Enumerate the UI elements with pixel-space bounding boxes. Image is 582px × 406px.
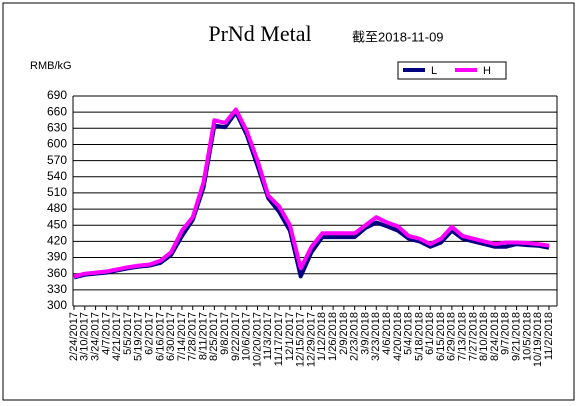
- chart-title: PrNd Metal: [208, 21, 311, 46]
- x-tick-label: 3/9/2018: [359, 312, 371, 355]
- x-tick-label: 4/20/2018: [392, 312, 404, 361]
- x-tick-label: 4/6/2018: [381, 312, 393, 355]
- x-tick-label: 6/29/2018: [446, 312, 458, 361]
- y-tick-label: 420: [47, 234, 67, 248]
- y-axis-label: RMB/kG: [30, 60, 72, 72]
- x-tick-label: 5/4/2018: [403, 312, 415, 355]
- x-tick-label: 8/11/2017: [197, 312, 209, 360]
- x-tick-label: 5/5/2017: [122, 312, 134, 355]
- y-tick-label: 480: [47, 201, 67, 215]
- y-tick-label: 390: [47, 250, 67, 264]
- y-tick-label: 600: [47, 137, 67, 151]
- x-tick-label: 12/29/2017: [305, 312, 317, 367]
- x-tick-label: 7/13/2018: [457, 312, 469, 361]
- x-tick-label: 12/15/2017: [295, 312, 307, 367]
- x-tick-label: 1/12/2018: [316, 312, 328, 361]
- y-tick-label: 630: [47, 120, 67, 134]
- y-tick-label: 300: [47, 298, 67, 312]
- chart-subtitle: 截至2018-11-09: [352, 29, 444, 44]
- x-tick-label: 9/7/2018: [500, 312, 512, 355]
- x-tick-label: 6/30/2017: [165, 312, 177, 361]
- y-tick-label: 330: [47, 282, 67, 296]
- x-tick-label: 10/5/2018: [521, 312, 533, 361]
- x-tick-label: 1/26/2018: [327, 312, 339, 361]
- y-tick-label: 450: [47, 217, 67, 231]
- x-tick-label: 10/6/2017: [241, 312, 253, 361]
- x-tick-label: 8/25/2017: [208, 312, 220, 361]
- x-tick-label: 8/10/2018: [478, 312, 490, 361]
- y-tick-label: 360: [47, 266, 67, 280]
- series-line: [73, 107, 550, 279]
- x-tick-label: 9/22/2017: [230, 312, 242, 361]
- legend-label: L: [431, 65, 437, 77]
- x-tick-label: 6/15/2018: [435, 312, 447, 361]
- x-tick-label: 7/27/2018: [467, 312, 479, 361]
- x-tick-label: 10/20/2017: [251, 312, 263, 367]
- x-tick-label: 10/19/2018: [532, 312, 544, 367]
- x-tick-label: 11/3/2017: [262, 312, 274, 360]
- x-tick-label: 2/9/2018: [338, 312, 350, 355]
- x-tick-label: 9/8/2017: [219, 312, 231, 355]
- x-tick-label: 6/1/2018: [424, 312, 436, 355]
- y-tick-label: 510: [47, 185, 67, 199]
- x-tick-label: 7/28/2017: [187, 312, 199, 361]
- y-tick-label: 570: [47, 153, 67, 167]
- legend-label: H: [483, 65, 491, 77]
- x-tick-label: 6/2/2017: [143, 312, 155, 355]
- x-tick-label: 4/7/2017: [100, 312, 112, 355]
- x-tick-label: 5/19/2017: [133, 312, 145, 361]
- x-tick-label: 7/14/2017: [176, 312, 188, 361]
- x-tick-label: 3/10/2017: [79, 312, 91, 361]
- x-tick-label: 9/21/2018: [511, 312, 523, 361]
- x-tick-label: 4/21/2017: [111, 312, 123, 361]
- x-tick-label: 3/24/2017: [89, 312, 101, 361]
- x-tick-label: 6/16/2017: [154, 312, 166, 361]
- x-tick-label: 2/24/2017: [68, 312, 80, 361]
- y-tick-label: 540: [47, 169, 67, 183]
- legend-box: [397, 61, 507, 80]
- x-tick-label: 2/23/2018: [349, 312, 361, 361]
- x-tick-label: 11/17/2017: [273, 312, 285, 366]
- x-tick-label: 5/18/2018: [413, 312, 425, 361]
- x-tick-label: 11/2/2018: [543, 312, 555, 360]
- y-tick-label: 660: [47, 104, 67, 118]
- x-tick-label: 12/1/2017: [284, 312, 296, 361]
- x-tick-label: 3/23/2018: [370, 312, 382, 361]
- x-tick-label: 8/24/2018: [489, 312, 501, 361]
- y-tick-label: 690: [47, 88, 67, 102]
